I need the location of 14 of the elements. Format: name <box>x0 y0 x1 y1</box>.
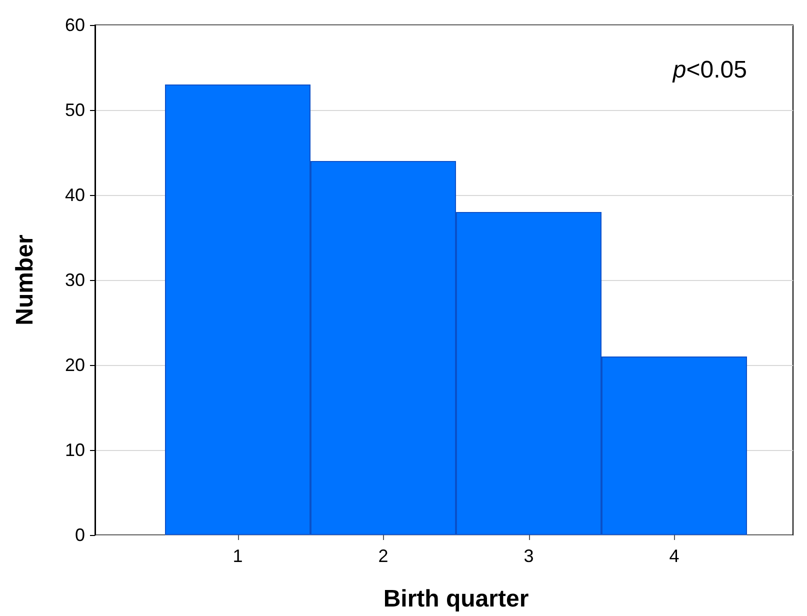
y-axis-title: Number <box>12 234 38 326</box>
y-tick-label: 60 <box>64 15 85 35</box>
x-tick-label: 3 <box>524 546 534 566</box>
y-tick-label: 50 <box>64 100 85 120</box>
x-tick-label: 4 <box>669 546 680 566</box>
y-tick-label: 20 <box>64 355 85 375</box>
y-tick-label: 0 <box>74 525 85 545</box>
x-tick-label: 2 <box>378 546 388 566</box>
y-tick-label: 30 <box>64 270 85 290</box>
y-tick-label: 10 <box>64 440 85 460</box>
x-tick-label: 1 <box>232 546 243 566</box>
x-axis-title: Birth quarter <box>383 586 529 612</box>
y-tick-label: 40 <box>64 185 85 205</box>
annotation: p<0.05 <box>672 56 748 84</box>
